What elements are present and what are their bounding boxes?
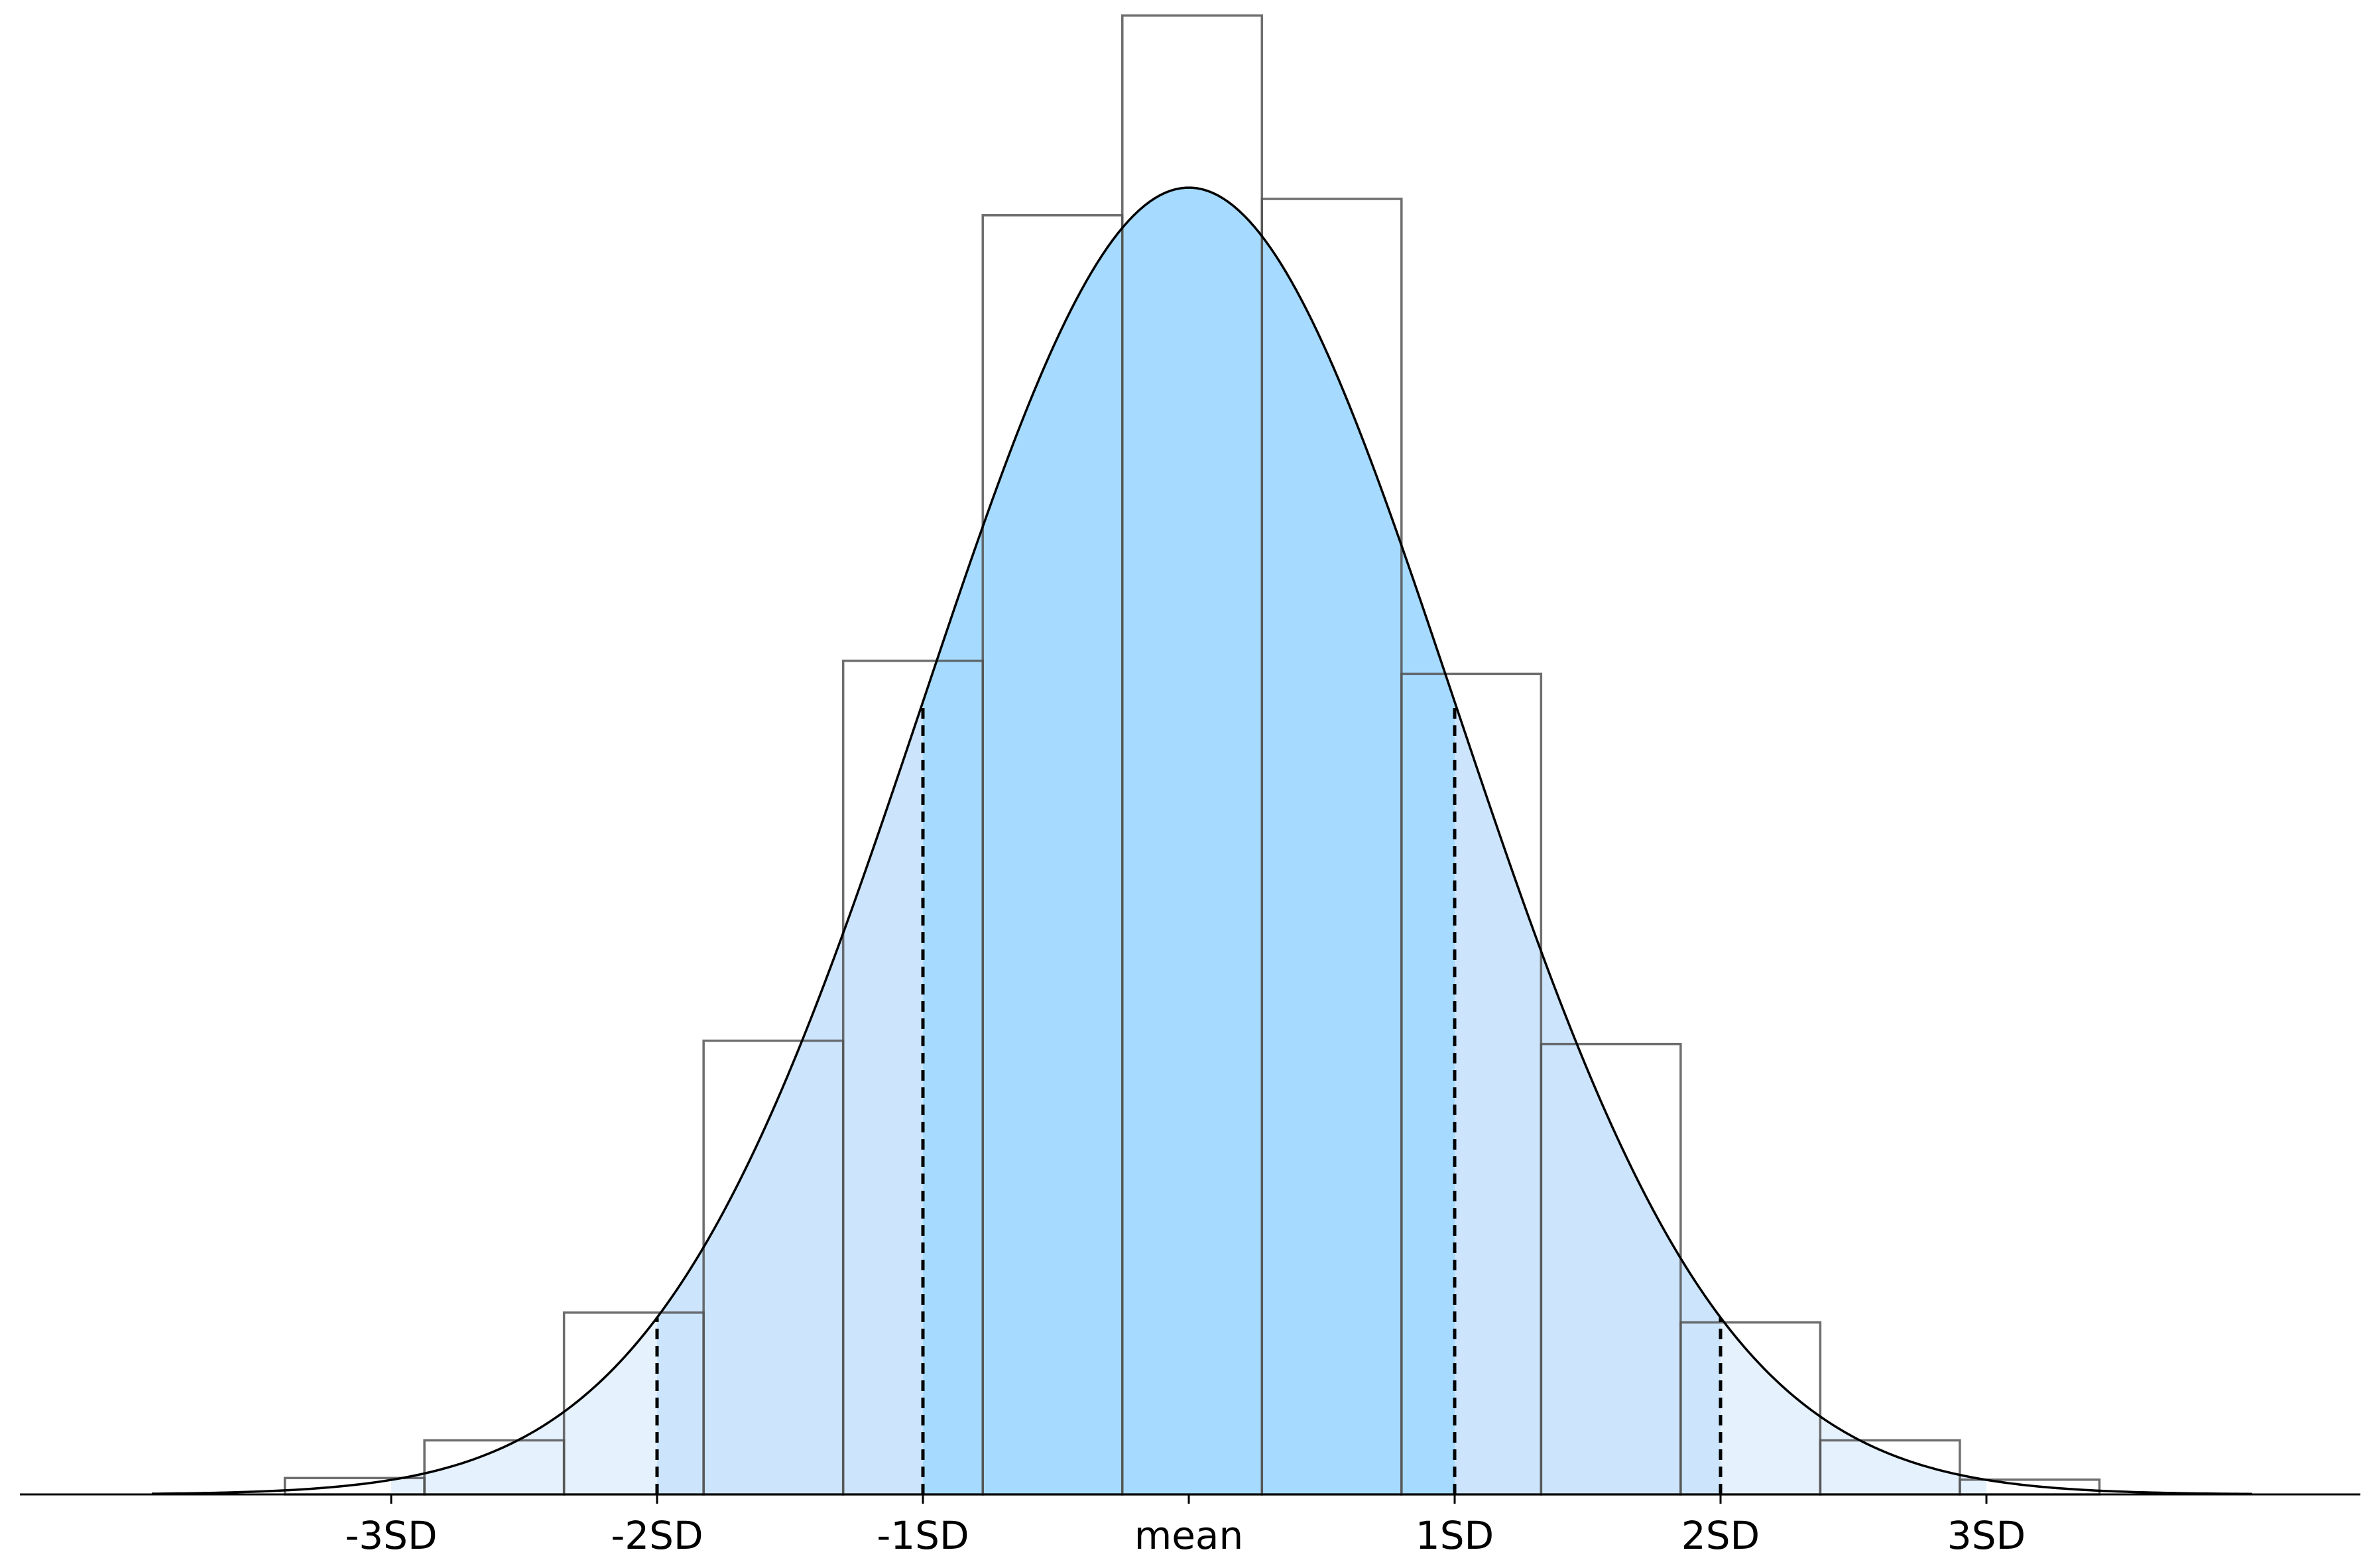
tick-label-neg3sd: -3SD <box>345 1513 437 1558</box>
tick-label-3sd: 3SD <box>1947 1513 2026 1558</box>
tick-label-neg1sd: -1SD <box>877 1513 969 1558</box>
shaded-regions <box>391 188 1986 1494</box>
tick-label-2sd: 2SD <box>1681 1513 1760 1558</box>
x-axis-ticks <box>390 1494 1988 1504</box>
shaded-region-4 <box>1721 1317 1986 1494</box>
shaded-region-2 <box>1455 701 1721 1494</box>
shaded-region-3 <box>391 1317 657 1494</box>
tick-label-mean: mean <box>1134 1513 1243 1558</box>
shaded-region-1 <box>657 701 923 1494</box>
normal-curve <box>152 186 2253 1496</box>
tick-label-neg2sd: -2SD <box>611 1513 703 1558</box>
curve-layer <box>152 186 2253 1496</box>
tick-label-1sd: 1SD <box>1416 1513 1494 1558</box>
shaded-region-0 <box>923 188 1455 1494</box>
sd-lines <box>655 701 1723 1494</box>
